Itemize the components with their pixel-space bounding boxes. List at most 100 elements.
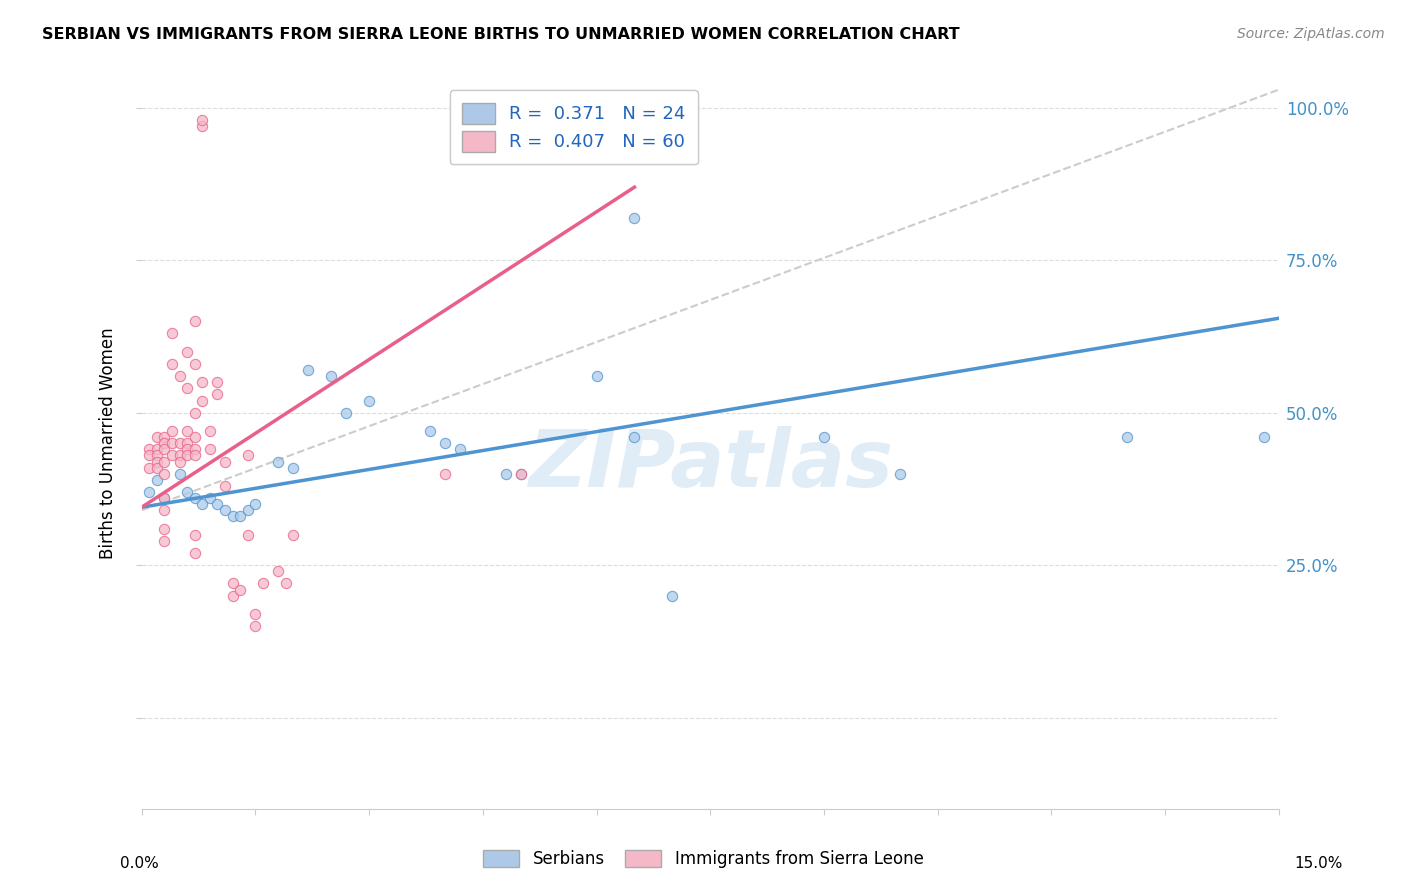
Point xyxy=(335,406,357,420)
Point xyxy=(153,491,176,505)
Point xyxy=(214,503,236,517)
Point xyxy=(169,449,191,463)
Point xyxy=(146,454,169,468)
Point xyxy=(138,460,160,475)
Point xyxy=(274,576,297,591)
Point xyxy=(138,485,160,500)
Point xyxy=(169,436,191,450)
Point xyxy=(184,314,207,328)
Point xyxy=(153,430,176,444)
Point xyxy=(184,357,207,371)
Point xyxy=(176,381,198,395)
Point xyxy=(169,369,191,384)
Point xyxy=(207,497,229,511)
Point xyxy=(146,460,169,475)
Point xyxy=(252,576,274,591)
Point xyxy=(1253,430,1275,444)
Y-axis label: Births to Unmarried Women: Births to Unmarried Women xyxy=(100,327,117,559)
Point xyxy=(160,424,183,438)
Legend: Serbians, Immigrants from Sierra Leone: Serbians, Immigrants from Sierra Leone xyxy=(475,843,931,875)
Point xyxy=(509,467,531,481)
Text: 0.0%: 0.0% xyxy=(120,856,159,871)
Point xyxy=(184,442,207,457)
Point xyxy=(221,589,243,603)
Point xyxy=(283,527,305,541)
Text: SERBIAN VS IMMIGRANTS FROM SIERRA LEONE BIRTHS TO UNMARRIED WOMEN CORRELATION CH: SERBIAN VS IMMIGRANTS FROM SIERRA LEONE … xyxy=(42,27,960,42)
Point xyxy=(191,497,214,511)
Point xyxy=(176,442,198,457)
Point xyxy=(214,479,236,493)
Point xyxy=(1116,430,1139,444)
Point xyxy=(245,497,267,511)
Point xyxy=(229,582,252,597)
Point xyxy=(813,430,835,444)
Point xyxy=(321,369,343,384)
Point xyxy=(160,436,183,450)
Point xyxy=(214,454,236,468)
Point xyxy=(184,527,207,541)
Point xyxy=(184,449,207,463)
Point xyxy=(495,467,517,481)
Point xyxy=(433,436,456,450)
Point xyxy=(176,436,198,450)
Point xyxy=(184,546,207,560)
Point xyxy=(889,467,911,481)
Point xyxy=(585,369,607,384)
Point xyxy=(236,527,259,541)
Point xyxy=(153,436,176,450)
Point xyxy=(176,424,198,438)
Text: Source: ZipAtlas.com: Source: ZipAtlas.com xyxy=(1237,27,1385,41)
Point xyxy=(623,211,645,225)
Point xyxy=(449,442,471,457)
Point xyxy=(419,424,441,438)
Legend: R =  0.371   N = 24, R =  0.407   N = 60: R = 0.371 N = 24, R = 0.407 N = 60 xyxy=(450,90,699,164)
Point xyxy=(245,619,267,633)
Point xyxy=(207,376,229,390)
Point xyxy=(153,454,176,468)
Point xyxy=(267,564,290,578)
Point xyxy=(191,376,214,390)
Point xyxy=(661,589,683,603)
Point xyxy=(191,393,214,408)
Text: 15.0%: 15.0% xyxy=(1295,856,1343,871)
Point xyxy=(153,503,176,517)
Point xyxy=(297,363,319,377)
Point xyxy=(160,449,183,463)
Point xyxy=(184,430,207,444)
Point xyxy=(160,357,183,371)
Point xyxy=(169,467,191,481)
Point xyxy=(623,430,645,444)
Point xyxy=(236,449,259,463)
Point xyxy=(160,326,183,341)
Point xyxy=(207,387,229,401)
Point xyxy=(176,344,198,359)
Point xyxy=(153,467,176,481)
Point xyxy=(221,509,243,524)
Point xyxy=(146,442,169,457)
Point xyxy=(146,430,169,444)
Point xyxy=(283,460,305,475)
Point xyxy=(176,485,198,500)
Point xyxy=(433,467,456,481)
Point xyxy=(153,522,176,536)
Point xyxy=(184,406,207,420)
Point xyxy=(191,119,214,133)
Point xyxy=(138,442,160,457)
Point xyxy=(236,503,259,517)
Point xyxy=(138,449,160,463)
Point xyxy=(229,509,252,524)
Point xyxy=(153,442,176,457)
Point xyxy=(153,491,176,505)
Point xyxy=(359,393,381,408)
Point xyxy=(146,473,169,487)
Point xyxy=(176,449,198,463)
Point xyxy=(169,454,191,468)
Point xyxy=(198,442,221,457)
Point xyxy=(245,607,267,621)
Point xyxy=(153,533,176,548)
Point xyxy=(267,454,290,468)
Text: ZIPatlas: ZIPatlas xyxy=(527,426,893,504)
Point xyxy=(198,424,221,438)
Point xyxy=(146,449,169,463)
Point xyxy=(198,491,221,505)
